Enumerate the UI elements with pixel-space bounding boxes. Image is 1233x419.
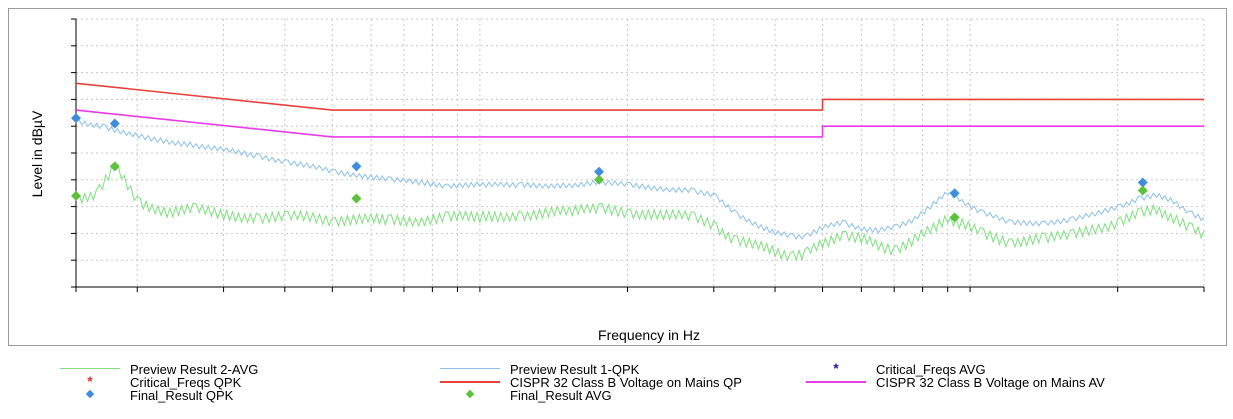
y-axis-title: Level in dBµV [29, 110, 45, 197]
star-marker-icon: * [87, 373, 93, 389]
legend-label: Preview Result 1-QPK [510, 361, 640, 377]
legend-item: * Critical_Freqs QPK [60, 374, 241, 390]
series-line [75, 118, 1205, 240]
series-line [75, 164, 1205, 262]
legend-label: CISPR 32 Class B Voltage on Mains AV [876, 374, 1105, 390]
legend-item: CISPR 32 Class B Voltage on Mains AV [806, 374, 1105, 390]
data-point-diamond [351, 193, 362, 204]
legend-line-sample [440, 381, 500, 383]
legend-label: Critical_Freqs QPK [130, 374, 242, 390]
star-marker-icon: * [833, 360, 839, 376]
limit-layer [75, 82, 1204, 138]
legend-swatch [806, 374, 866, 390]
data-point-diamond [109, 161, 120, 172]
data-point-diamond [71, 190, 81, 201]
data-point-diamond [1137, 185, 1148, 196]
legend-swatch [60, 387, 120, 403]
chart-svg: Frequency in Hz Level in dBµV [29, 18, 1205, 343]
data-point-diamond [949, 212, 960, 223]
legend-swatch [440, 387, 500, 403]
limit-line [75, 109, 1204, 138]
data-point-diamond [594, 174, 605, 185]
data-point-diamond [949, 188, 960, 199]
data-point-diamond [1137, 177, 1148, 188]
data-point-diamond [594, 166, 605, 177]
x-axis-title: Frequency in Hz [598, 327, 700, 343]
legend-line-sample [440, 368, 500, 369]
legend-item: * Critical_Freqs AVG [806, 361, 986, 377]
legend-swatch: * [806, 361, 866, 377]
legend-item: Final_Result AVG [440, 387, 612, 403]
legend-item: Preview Result 1-QPK [440, 361, 639, 377]
legend-line-sample [60, 368, 120, 369]
legend-swatch [440, 361, 500, 377]
legend-label: Critical_Freqs AVG [876, 361, 986, 377]
diamond-marker-icon [85, 389, 95, 399]
series-layer [75, 118, 1205, 262]
legend-label: Final_Result AVG [510, 387, 612, 403]
axis-layer [71, 18, 1205, 292]
legend-label: CISPR 32 Class B Voltage on Mains QP [510, 374, 742, 390]
legend-label: Final_Result QPK [130, 387, 234, 403]
legend-swatch: * [60, 374, 120, 390]
legend-swatch [60, 361, 120, 377]
legend: Preview Result 2-AVG Preview Result 1-QPK… [0, 361, 1233, 417]
data-point-diamond [71, 113, 81, 124]
data-point-diamond [109, 118, 120, 129]
legend-line-sample [806, 381, 866, 383]
legend-item: Preview Result 2-AVG [60, 361, 258, 377]
legend-item: Final_Result QPK [60, 387, 233, 403]
data-point-diamond [351, 161, 362, 172]
legend-item: CISPR 32 Class B Voltage on Mains QP [440, 374, 742, 390]
points-layer [71, 113, 1148, 223]
legend-swatch [440, 374, 500, 390]
legend-label: Preview Result 2-AVG [130, 361, 259, 377]
chart-frame: Frequency in Hz Level in dBµV [8, 8, 1227, 346]
limit-line [75, 82, 1204, 111]
diamond-marker-icon [465, 389, 475, 399]
